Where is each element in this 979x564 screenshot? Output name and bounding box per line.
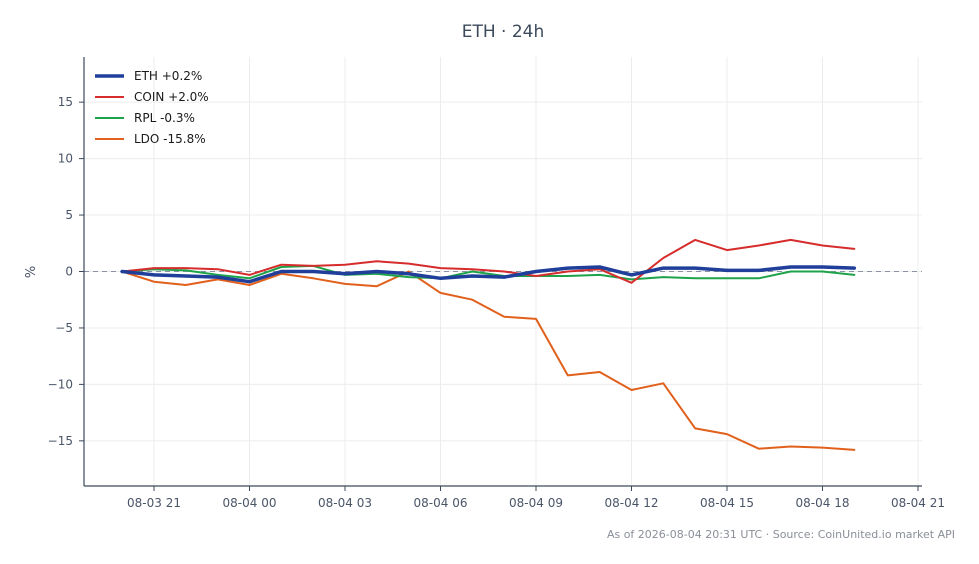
legend-label-ldo: LDO -15.8%	[134, 132, 206, 146]
x-tick-label: 08-04 06	[414, 496, 468, 510]
legend-label-coin: COIN +2.0%	[134, 90, 209, 104]
series-line-coin	[121, 238, 856, 284]
y-ticks: 15 10 5 0 −5 −10 −15	[48, 95, 84, 448]
y-tick-label: 15	[58, 95, 73, 109]
x-tick-label: 08-03 21	[127, 496, 181, 510]
x-tick-label: 08-04 12	[605, 496, 659, 510]
x-ticks: 08-03 21 08-04 00 08-04 03 08-04 06 08-04 09…	[127, 486, 945, 510]
legend-label-eth: ETH +0.2%	[134, 69, 202, 83]
y-tick-label: 5	[65, 208, 73, 222]
y-tick-label: 0	[65, 265, 73, 279]
source-footnote: As of 2026-08-04 20:31 UTC · Source: Coi…	[607, 528, 955, 541]
series-line-ldo	[121, 270, 856, 451]
x-tick-label: 08-04 00	[223, 496, 277, 510]
y-tick-label: 10	[58, 152, 73, 166]
chart-title: ETH · 24h	[462, 22, 545, 42]
y-tick-label: −15	[48, 434, 73, 448]
legend-label-rpl: RPL -0.3%	[134, 111, 195, 125]
x-tick-label: 08-04 15	[700, 496, 754, 510]
x-tick-label: 08-04 03	[318, 496, 372, 510]
y-axis-label: %	[24, 266, 39, 278]
series-line-rpl	[121, 264, 856, 281]
x-tick-label: 08-04 09	[509, 496, 563, 510]
x-tick-label: 08-04 21	[891, 496, 945, 510]
series-line-eth	[120, 265, 857, 284]
x-tick-label: 08-04 18	[796, 496, 850, 510]
y-tick-label: −10	[48, 377, 73, 391]
y-tick-label: −5	[55, 321, 73, 335]
legend: ETH +0.2% COIN +2.0% RPL -0.3% LDO -15.8%	[95, 69, 209, 146]
series-lines	[120, 238, 857, 451]
